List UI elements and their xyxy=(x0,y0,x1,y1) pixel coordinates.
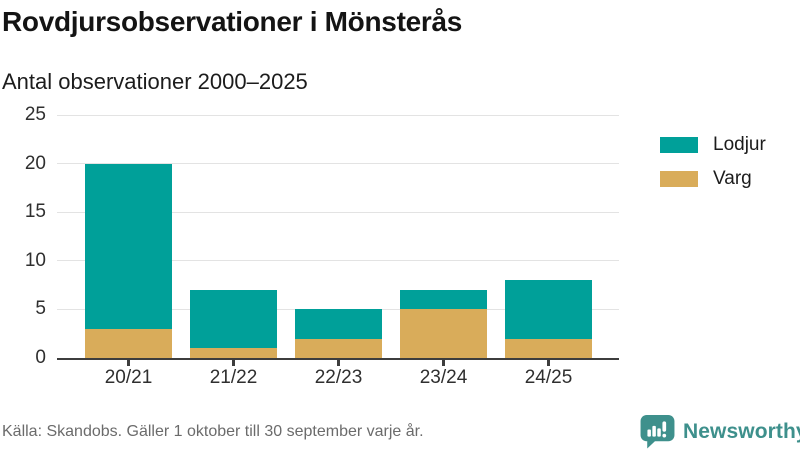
bar-segment-lodjur-22-23 xyxy=(295,309,382,339)
x-tick-label-24-25: 24/25 xyxy=(524,367,573,388)
x-tick-label-22-23: 22/23 xyxy=(314,367,363,388)
legend: Lodjur Varg xyxy=(660,134,766,202)
x-axis-tick-22-23 xyxy=(337,360,340,366)
gridline-15 xyxy=(57,211,619,213)
y-tick-label-25: 25 xyxy=(24,104,46,125)
legend-swatch-lodjur xyxy=(660,137,698,153)
bar-segment-lodjur-24-25 xyxy=(505,280,592,339)
bar-segment-varg-21-22 xyxy=(190,348,277,358)
bar-segment-varg-20-21 xyxy=(85,328,172,358)
gridline-10 xyxy=(57,260,619,262)
legend-item-varg: Varg xyxy=(660,168,766,190)
gridline-5 xyxy=(57,308,619,310)
chart-subtitle: Antal observationer 2000–2025 xyxy=(2,69,308,94)
y-tick-label-15: 15 xyxy=(24,201,46,223)
x-axis-tick-20-21 xyxy=(127,360,130,366)
x-axis-tick-21-22 xyxy=(232,360,235,366)
x-tick-label-23-24: 23/24 xyxy=(419,367,468,388)
legend-item-lodjur: Lodjur xyxy=(660,134,766,156)
newsworthy-logo: Newsworthy xyxy=(639,414,800,449)
legend-label-varg: Varg xyxy=(713,168,752,189)
source-note: Källa: Skandobs. Gäller 1 oktober till 3… xyxy=(2,423,424,440)
x-tick-label-21-22: 21/22 xyxy=(209,367,258,388)
legend-swatch-varg xyxy=(660,171,698,187)
legend-label-lodjur: Lodjur xyxy=(713,134,766,155)
gridline-25 xyxy=(57,114,619,116)
y-axis: 0 5 10 15 20 25 xyxy=(0,104,46,368)
x-tick-label-20-21: 20/21 xyxy=(104,367,153,388)
bar-segment-lodjur-23-24 xyxy=(400,289,487,310)
bar-segment-varg-22-23 xyxy=(295,338,382,358)
newsworthy-bubble-chart-icon xyxy=(640,415,675,449)
gridline-20 xyxy=(57,163,619,165)
plot-area xyxy=(57,114,619,360)
bar-segment-varg-24-25 xyxy=(505,338,592,358)
y-tick-label-0: 0 xyxy=(35,347,46,368)
y-tick-label-20: 20 xyxy=(24,152,46,174)
x-axis-tick-23-24 xyxy=(442,360,445,366)
y-tick-label-10: 10 xyxy=(24,249,46,271)
bar-segment-lodjur-21-22 xyxy=(190,289,277,349)
bar-segment-varg-23-24 xyxy=(400,309,487,358)
bar-segment-lodjur-20-21 xyxy=(85,163,172,329)
x-axis-tick-24-25 xyxy=(547,360,550,366)
newsworthy-wordmark: Newsworthy xyxy=(683,419,800,443)
chart-title: Rovdjursobservationer i Mönsterås xyxy=(2,6,463,37)
y-tick-label-5: 5 xyxy=(35,298,46,320)
